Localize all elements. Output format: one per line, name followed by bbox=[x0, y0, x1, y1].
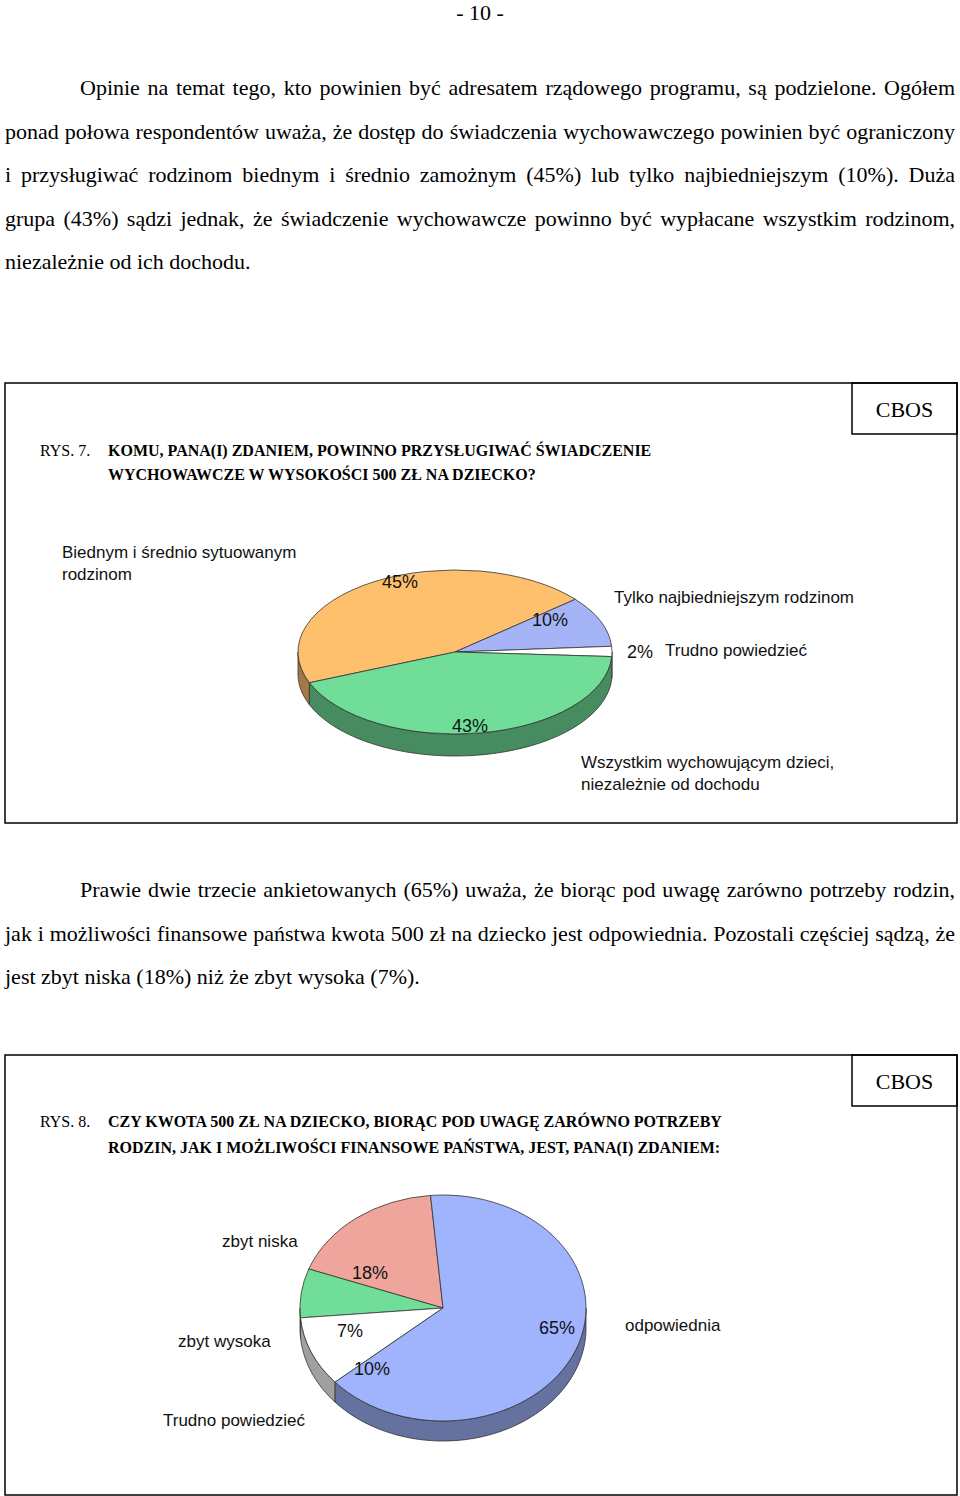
category-label: odpowiednia bbox=[625, 1316, 721, 1335]
source-box bbox=[852, 1055, 957, 1106]
data-label: 65% bbox=[539, 1318, 575, 1338]
figure: RYS. 7. CBOS KOMU, PANA(I) ZDANIEM, POWINN… bbox=[5, 383, 957, 823]
title-line: RODZIN, JAK I MOŻLIWOŚCI FINANSOWE PAŃST… bbox=[108, 1138, 720, 1157]
category-label-line: rodzinom bbox=[62, 565, 132, 584]
source-label: CBOS bbox=[876, 1069, 933, 1094]
category-label-line: zbyt niska bbox=[222, 1232, 298, 1251]
category-label: Tylko najbiedniejszym rodzinom bbox=[614, 588, 854, 607]
category-label-line: Trudno powiedzieć bbox=[163, 1411, 306, 1430]
data-label: 18% bbox=[352, 1263, 388, 1283]
page-number: - 10 - bbox=[0, 0, 960, 26]
category-label-line: Wszystkim wychowującym dzieci, bbox=[581, 753, 834, 772]
category-label-line: Biednym i średnio sytuowanym bbox=[62, 543, 296, 562]
title-line: CZY KWOTA 500 ZŁ NA DZIECKO, BIORĄC POD … bbox=[108, 1112, 722, 1131]
pie-slice bbox=[335, 1195, 586, 1421]
category-label: Biednym i średnio sytuowanym rodzinom bbox=[62, 543, 296, 584]
pie-marks bbox=[298, 570, 612, 756]
pie-slice bbox=[455, 599, 612, 652]
data-label: 43% bbox=[452, 716, 488, 736]
paragraph: Opinie na temat tego, kto powinien być a… bbox=[5, 66, 955, 284]
category-label-line: zbyt wysoka bbox=[178, 1332, 271, 1351]
title-line: KOMU, PANA(I) ZDANIEM, POWINNO PRZYSŁUGI… bbox=[108, 441, 651, 460]
charts: RYS. 7. CBOS KOMU, PANA(I) ZDANIEM, POWINN… bbox=[0, 0, 960, 1496]
category-label-line: Trudno powiedzieć bbox=[665, 641, 808, 660]
category-label: Trudno powiedzieć bbox=[665, 641, 808, 660]
data-label: 45% bbox=[382, 572, 418, 592]
chart-title: KOMU, PANA(I) ZDANIEM, POWINNO PRZYSŁUGI… bbox=[108, 441, 651, 483]
chart-title: CZY KWOTA 500 ZŁ NA DZIECKO, BIORĄC POD … bbox=[108, 1112, 722, 1157]
figure-label: RYS. 8. bbox=[40, 1113, 90, 1130]
data-label: 2% bbox=[627, 642, 653, 662]
data-label: 10% bbox=[354, 1359, 390, 1379]
category-label: zbyt wysoka bbox=[178, 1332, 271, 1351]
category-label: Wszystkim wychowującym dzieci, niezależni… bbox=[581, 753, 834, 794]
category-label: Trudno powiedzieć bbox=[163, 1411, 306, 1430]
source-label: CBOS bbox=[876, 397, 933, 422]
title-line: WYCHOWAWCZE W WYSOKOŚCI 500 ZŁ NA DZIECK… bbox=[108, 465, 536, 483]
pie-top bbox=[300, 1195, 586, 1421]
category-label-line: odpowiednia bbox=[625, 1316, 721, 1335]
pie-top bbox=[298, 570, 612, 734]
figure-label: RYS. 7. bbox=[40, 442, 90, 459]
category-label: zbyt niska bbox=[222, 1232, 298, 1251]
figure: RYS. 8. CBOS CZY KWOTA 500 ZŁ NA DZIECKO, … bbox=[5, 1055, 957, 1495]
data-label: 7% bbox=[337, 1321, 363, 1341]
data-label: 10% bbox=[532, 610, 568, 630]
paragraph: Prawie dwie trzecie ankietowanych (65%) … bbox=[5, 868, 955, 999]
source-box bbox=[852, 383, 957, 434]
category-label-line: niezależnie od dochodu bbox=[581, 775, 760, 794]
figure-frame bbox=[5, 383, 957, 823]
figure-frame bbox=[5, 1055, 957, 1495]
category-label-line: Tylko najbiedniejszym rodzinom bbox=[614, 588, 854, 607]
pie-marks bbox=[300, 1195, 586, 1441]
